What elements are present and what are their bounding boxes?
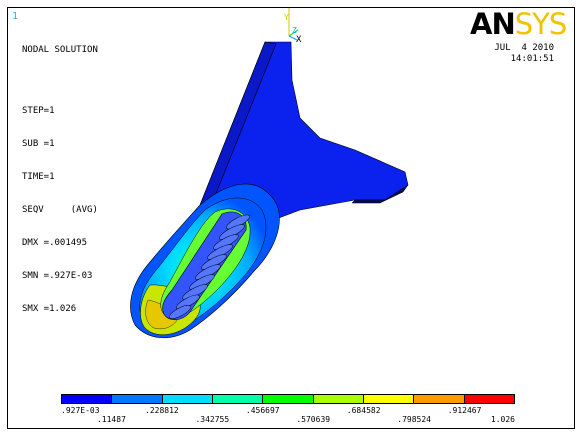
legend-band-4: [212, 395, 264, 403]
legend-label-7: .798524: [397, 415, 431, 424]
logo-part-an: AN: [470, 7, 516, 41]
legend-band-8: [414, 395, 465, 403]
legend-band-9: [464, 395, 514, 403]
header-time: TIME=1: [22, 172, 55, 182]
header-smx: SMX =1.026: [22, 304, 77, 314]
header-sub: SUB =1: [22, 139, 55, 149]
legend-label-9: 1.026: [490, 415, 515, 424]
time-label: 14:01:51: [510, 54, 554, 64]
header-dmx: DMX =.001495: [22, 238, 88, 248]
legend-band-3: [162, 395, 213, 403]
graphics-frame: [7, 7, 575, 429]
legend-label-5: .570639: [296, 415, 331, 424]
legend-band-1: [62, 395, 113, 403]
legend-label-6: .684582: [346, 406, 381, 415]
legend-label-1: .11487: [96, 415, 126, 424]
header-title: NODAL SOLUTION: [22, 45, 98, 55]
triad-x-label: X: [296, 35, 302, 45]
coordinate-triad: Y Z X: [284, 8, 302, 45]
legend-band-7: [363, 395, 415, 403]
result-header: NODAL SOLUTION STEP=1 SUB =1 TIME=1 SEQV…: [22, 23, 98, 337]
header-result: SEQV (AVG): [22, 205, 98, 215]
legend-label-4: .456697: [245, 406, 280, 415]
legend-band-5: [263, 395, 314, 403]
legend-band-2: [112, 395, 163, 403]
ansys-logo: ANSYS: [470, 7, 568, 41]
date-label: JUL 4 2010: [494, 43, 554, 53]
header-smn: SMN =.927E-03: [22, 271, 93, 281]
legend-label-0: .927E-03: [61, 406, 100, 415]
legend-label-8: .912467: [447, 406, 482, 415]
legend-label-3: .342755: [195, 415, 230, 424]
window-number: 1: [12, 11, 19, 22]
model-wing-edge: [351, 184, 409, 204]
triad-z-label: Z: [292, 26, 297, 35]
legend-label-2: .228812: [145, 406, 179, 415]
legend-band-6: [313, 395, 364, 403]
logo-part-sys: SYS: [514, 7, 568, 41]
header-step: STEP=1: [22, 106, 55, 116]
contour-legend-bar: [61, 394, 515, 404]
triad-y-label: Y: [284, 13, 289, 22]
model-screw-threads: [168, 214, 250, 319]
